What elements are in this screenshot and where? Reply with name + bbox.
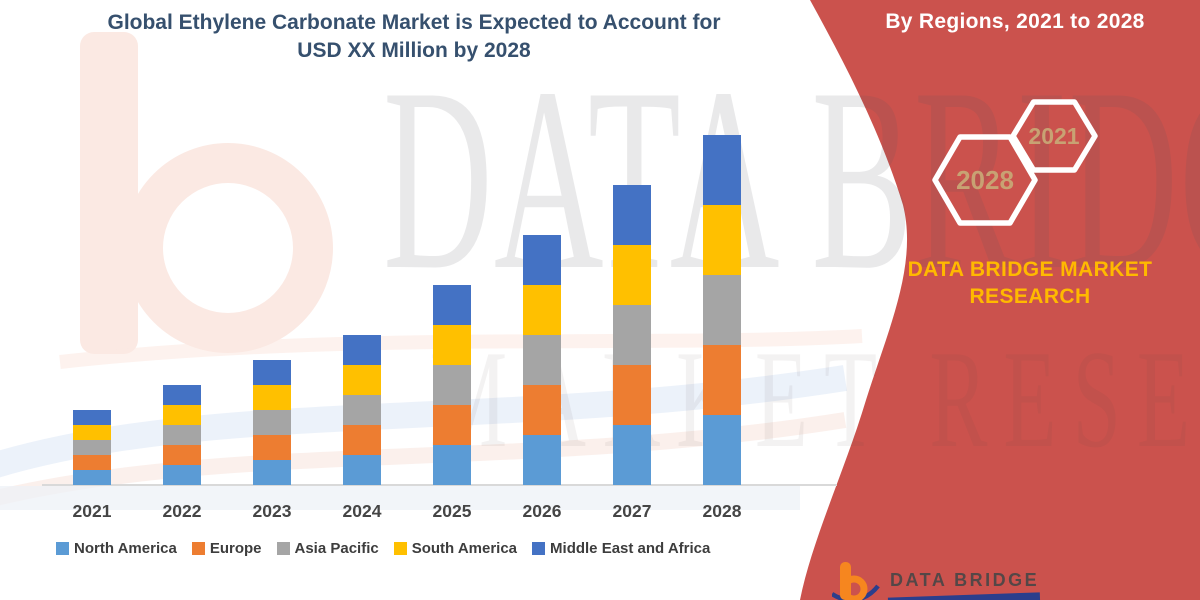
bar-segment-middle-east-and-africa (613, 185, 651, 245)
bar-segment-south-america (163, 405, 201, 425)
bar-segment-north-america (433, 445, 471, 485)
bar-segment-middle-east-and-africa (253, 360, 291, 385)
bar-segment-europe (613, 365, 651, 425)
legend-swatch-icon (276, 542, 290, 555)
brand-name-line2: RESEARCH (969, 285, 1091, 308)
bar-stack-2024 (343, 335, 381, 485)
year-hexagons: 2021 2028 (932, 99, 1098, 226)
bar-segment-north-america (163, 465, 201, 485)
bar-segment-north-america (343, 455, 381, 485)
bar-stack-2027 (613, 185, 651, 485)
bar-segment-asia-pacific (253, 410, 291, 435)
bar-segment-south-america (343, 365, 381, 395)
legend-item-south-america: South America (393, 540, 518, 557)
bar-segment-middle-east-and-africa (523, 235, 561, 285)
bar-segment-south-america (253, 385, 291, 410)
bar-stack-2025 (433, 285, 471, 485)
watermark-text-big: DATA BRIDGE (383, 34, 1200, 324)
hexagon-large-label: 2028 (956, 165, 1014, 195)
brand-name-line1: DATA BRIDGE MARKET (907, 258, 1153, 281)
legend-swatch-icon (532, 542, 546, 555)
bar-stack-2023 (253, 360, 291, 485)
panel-heading: By Regions, 2021 to 2028 (885, 10, 1145, 33)
legend-item-asia-pacific: Asia Pacific (276, 540, 379, 557)
bar-segment-south-america (433, 325, 471, 365)
legend-label: Europe (209, 540, 262, 557)
legend-item-europe: Europe (191, 540, 262, 557)
bar-segment-north-america (253, 460, 291, 485)
chart-legend: North America Europe Asia Pacific South Ame… (56, 540, 710, 557)
bar-segment-south-america (613, 245, 651, 305)
legend-label: Asia Pacific (294, 540, 379, 557)
x-axis-label-2023: 2023 (252, 501, 292, 521)
footer-brand-text: DATA BRIDGE (890, 570, 1040, 590)
bar-segment-middle-east-and-africa (343, 335, 381, 365)
bar-segment-north-america (73, 470, 111, 485)
bar-segment-asia-pacific (163, 425, 201, 445)
chart-title: Global Ethylene Carbonate Market is Expe… (28, 9, 800, 65)
bar-stack-2022 (163, 385, 201, 485)
chart-title-line1: Global Ethylene Carbonate Market is Expe… (107, 11, 721, 34)
hexagon-small-label: 2021 (1028, 123, 1079, 149)
bar-segment-middle-east-and-africa (73, 410, 111, 425)
bar-segment-europe (703, 345, 741, 415)
legend-item-north-america: North America (56, 540, 177, 557)
chart-title-line2: USD XX Million by 2028 (297, 39, 531, 62)
bar-segment-asia-pacific (433, 365, 471, 405)
x-axis-label-2021: 2021 (72, 501, 112, 521)
legend-label: South America (411, 540, 518, 557)
bar-segment-europe (73, 455, 111, 470)
legend-swatch-icon (393, 542, 407, 555)
bar-segment-north-america (613, 425, 651, 485)
bar-stack-2026 (523, 235, 561, 485)
x-axis-label-2025: 2025 (432, 501, 472, 521)
legend-swatch-icon (56, 542, 69, 555)
bar-segment-europe (253, 435, 291, 460)
bar-segment-europe (523, 385, 561, 435)
legend-swatch-icon (191, 542, 205, 555)
legend-label: North America (74, 540, 177, 557)
x-axis-label-2028: 2028 (702, 501, 742, 521)
bar-stack-2028 (703, 135, 741, 485)
x-axis-label-2024: 2024 (342, 501, 382, 521)
bar-segment-south-america (73, 425, 111, 440)
bar-segment-middle-east-and-africa (163, 385, 201, 405)
bar-segment-north-america (703, 415, 741, 485)
bar-segment-asia-pacific (343, 395, 381, 425)
bar-segment-europe (433, 405, 471, 445)
legend-label: Middle East and Africa (550, 540, 711, 557)
bar-segment-middle-east-and-africa (703, 135, 741, 205)
x-axis-label-2022: 2022 (162, 501, 202, 521)
bar-stack-2021 (73, 410, 111, 485)
bar-segment-middle-east-and-africa (433, 285, 471, 325)
bar-segment-asia-pacific (703, 275, 741, 345)
brand-name: DATA BRIDGE MARKET RESEARCH (900, 256, 1160, 310)
bar-segment-europe (163, 445, 201, 465)
bar-segment-europe (343, 425, 381, 455)
hexagon-large-outline (932, 134, 1038, 226)
legend-item-middle-east-and-africa: Middle East and Africa (532, 540, 710, 557)
bar-segment-north-america (523, 435, 561, 485)
bar-segment-asia-pacific (523, 335, 561, 385)
bar-segment-south-america (523, 285, 561, 335)
bar-segment-south-america (703, 205, 741, 275)
x-axis-line (42, 484, 837, 486)
x-axis-label-2026: 2026 (522, 501, 562, 521)
baseline-shading (0, 486, 800, 510)
hexagon-small-outline (1010, 99, 1098, 173)
x-axis-label-2027: 2027 (612, 501, 652, 521)
bar-segment-asia-pacific (73, 440, 111, 455)
bar-segment-asia-pacific (613, 305, 651, 365)
